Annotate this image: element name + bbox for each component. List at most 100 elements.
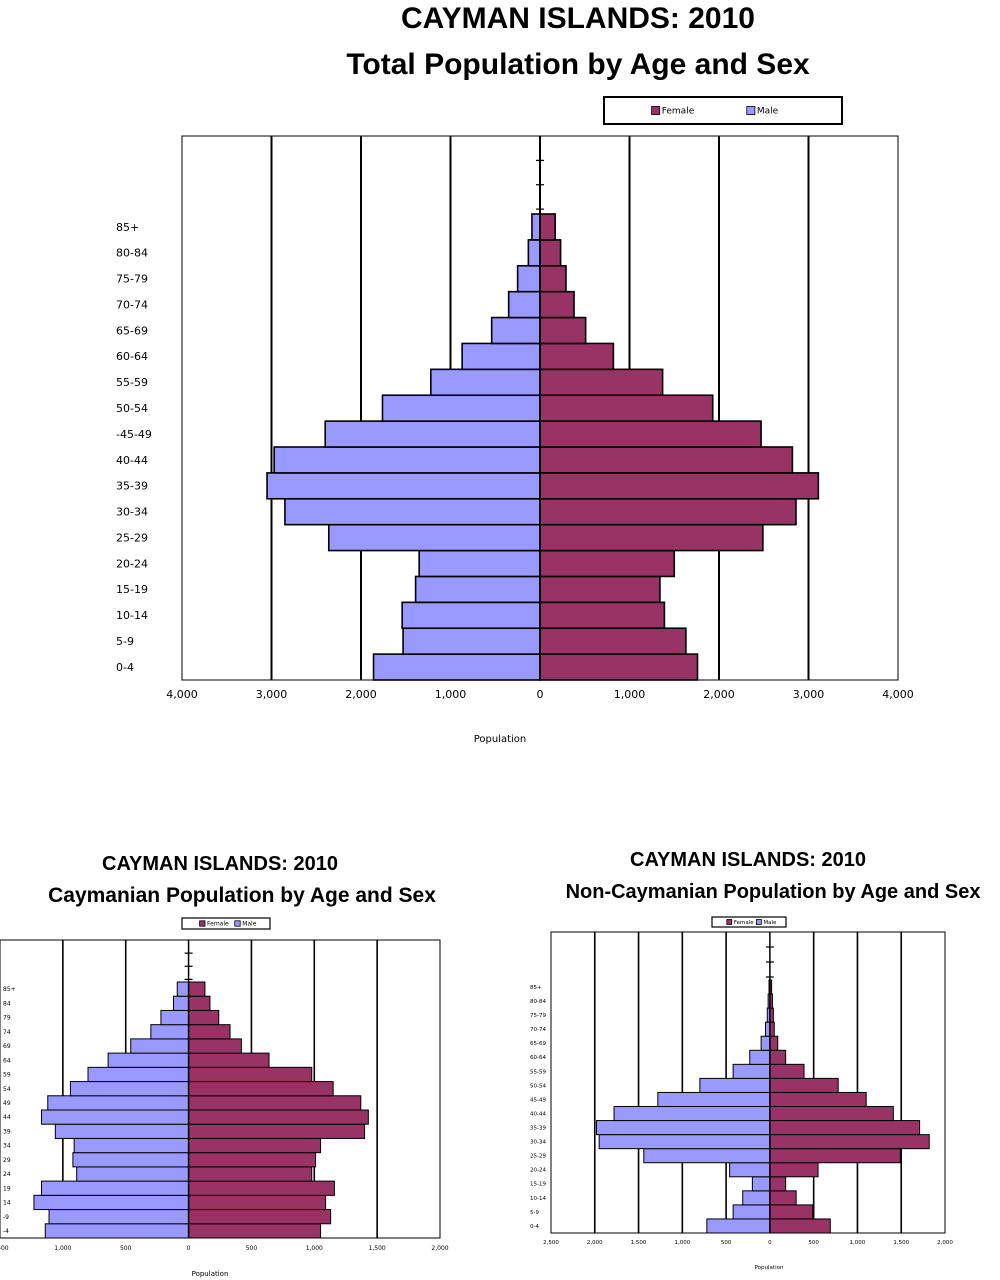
y-tick-label: 80-84 [530, 999, 546, 1005]
bar-male [751, 1176, 771, 1192]
x-tick-label: 3,000 [793, 688, 825, 701]
x-tick-label: 1,000 [54, 1245, 71, 1252]
y-tick-label: 20-24 [530, 1168, 546, 1174]
bar-female [539, 601, 666, 630]
y-tick-label: 85+ [3, 986, 16, 993]
y-tick-label: 70-74 [116, 298, 148, 311]
legend-label-male: Male [757, 107, 779, 117]
bar-female [188, 1038, 242, 1054]
legend: Female Male [603, 96, 843, 125]
y-tick-label: -9 [3, 1214, 9, 1221]
y-tick-label: 30-34 [530, 1140, 546, 1146]
x-tick-label: 4,000 [882, 688, 914, 701]
bar-female [188, 1052, 270, 1068]
bar-male [40, 1109, 190, 1125]
y-tick-label: -45-49 [116, 428, 152, 441]
bar-male [401, 601, 541, 630]
bar-male [531, 213, 541, 241]
chart-title: CAYMAN ISLANDS: 2010 [401, 2, 755, 35]
bar-male [643, 1148, 771, 1164]
bar-male [732, 1204, 771, 1220]
bar-male [48, 1209, 190, 1225]
y-tick-label: 60-64 [530, 1055, 546, 1061]
bar-male [273, 446, 541, 474]
y-tick-label: 34 [3, 1143, 11, 1150]
y-tick-label: 5-9 [530, 1210, 539, 1216]
legend-label-male: Male [242, 921, 257, 928]
legend-swatch-male [756, 919, 762, 925]
x-tick-label: 500 [120, 1245, 132, 1252]
bar-male [490, 316, 541, 345]
bar-male [172, 995, 190, 1011]
bar-male [47, 1095, 190, 1111]
y-tick-label: 19 [3, 1185, 11, 1192]
y-tick-label: 29 [3, 1157, 11, 1164]
legend-swatch-female [199, 920, 206, 927]
y-tick-label: 20-24 [116, 557, 148, 570]
y-tick-label: 74 [3, 1029, 11, 1036]
x-tick-label: 1,500 [369, 1245, 386, 1252]
x-tick-label: 0 [768, 1240, 772, 1246]
bar-male [760, 1035, 771, 1051]
bar-male [657, 1091, 771, 1108]
x-axis-label: Population [755, 1265, 784, 1271]
legend: Female Male [181, 917, 271, 930]
bar-female [769, 1162, 819, 1178]
y-tick-label: 54 [3, 1086, 11, 1093]
bar-female [188, 1095, 362, 1111]
chart-subtitle: Caymanian Population by Age and Sex [48, 884, 436, 907]
y-tick-label: 5-9 [116, 635, 134, 648]
bar-male [324, 420, 541, 448]
y-tick-label: -4 [3, 1228, 9, 1235]
legend-label-female: Female [207, 921, 229, 928]
x-tick-label: 500 [808, 1240, 819, 1246]
y-tick-label: 85+ [530, 985, 542, 991]
y-tick-label: 40-44 [116, 454, 148, 467]
bar-female [539, 653, 699, 681]
bar-female [539, 472, 820, 500]
bar-male [461, 342, 541, 371]
y-tick-label: 59 [3, 1072, 11, 1079]
y-tick-label: 25-29 [530, 1154, 546, 1160]
legend-swatch-male [746, 106, 756, 115]
y-tick-label: 35-39 [116, 480, 148, 493]
bar-female [539, 264, 567, 293]
legend: Female Male [711, 916, 787, 928]
bar-male [418, 549, 541, 578]
bar-female [188, 1123, 366, 1139]
bar-female [769, 1176, 787, 1192]
bar-male [54, 1123, 190, 1139]
bar-male [150, 1024, 190, 1040]
bar-male [87, 1066, 190, 1083]
y-tick-label: 25-29 [116, 531, 148, 544]
bar-male [72, 1152, 190, 1168]
bar-female [769, 1120, 921, 1136]
x-tick-label: 1,000 [306, 1245, 323, 1252]
bar-male [44, 1223, 190, 1239]
y-tick-label: 14 [3, 1200, 11, 1207]
chart-3: CAYMAN ISLANDS: 2010 Non-Caymanian Popula… [530, 849, 980, 1271]
bar-female [769, 1134, 930, 1150]
x-tick-label: 1,000 [614, 688, 646, 701]
bar-female [188, 1152, 317, 1168]
bar-female [539, 342, 615, 371]
x-axis-label: Population [192, 1270, 229, 1278]
bar-male [598, 1134, 771, 1150]
bar-female [539, 213, 557, 241]
bar-male [40, 1180, 190, 1196]
bar-female [188, 1209, 332, 1225]
x-axis-label: Population [474, 734, 527, 745]
chart-title: CAYMAN ISLANDS: 2010 [630, 849, 866, 871]
bar-male [729, 1162, 771, 1178]
y-tick-label: 49 [3, 1100, 11, 1107]
bar-female [188, 1109, 369, 1125]
bar-female [539, 523, 764, 552]
bar-female [188, 1223, 322, 1239]
chart-title: CAYMAN ISLANDS: 2010 [102, 853, 338, 875]
legend-swatch-female [651, 106, 661, 115]
y-tick-label: 65-69 [530, 1041, 546, 1047]
bar-female [188, 1024, 231, 1040]
chart-subtitle: Non-Caymanian Population by Age and Sex [566, 881, 981, 903]
y-tick-label: 50-54 [116, 402, 148, 415]
